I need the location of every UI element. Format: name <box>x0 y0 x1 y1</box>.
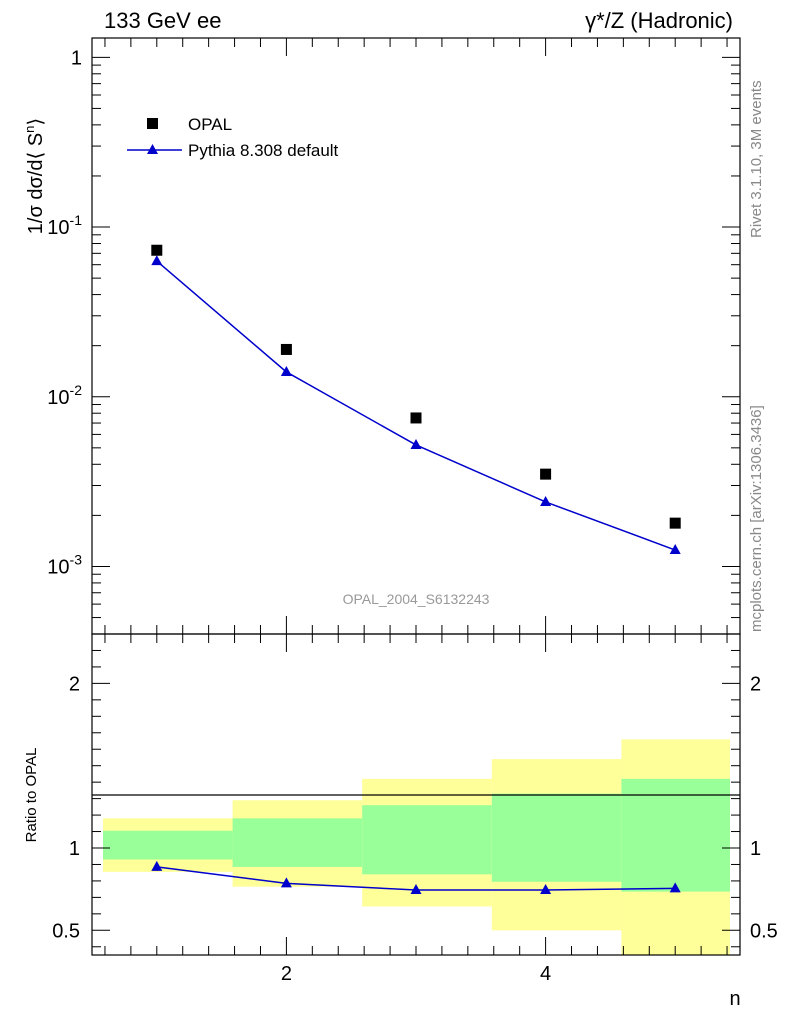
header-right: γ*/Z (Hadronic) <box>585 8 733 33</box>
opal-point <box>280 343 292 355</box>
legend-opal-marker <box>147 118 158 129</box>
pythia-point <box>410 438 422 449</box>
opal-point <box>540 468 552 480</box>
main-y-axis-label: 1/σ dσ/d⟨ Sn⟩ <box>22 118 47 234</box>
ratio-y-tick-labels: 0.5 0.5 1 1 2 2 <box>52 673 778 942</box>
x-tick-label: 4 <box>540 963 551 985</box>
header-left: 133 GeV ee <box>104 8 221 33</box>
ratio-pythia-point <box>280 877 292 888</box>
ratio-y-tick-label-right: 0.5 <box>750 920 778 942</box>
legend-pythia-label: Pythia 8.308 default <box>188 141 339 160</box>
opal-point <box>669 517 681 529</box>
pythia-point <box>151 255 163 266</box>
legend-pythia-marker <box>147 144 158 154</box>
green-band <box>232 818 363 867</box>
main-panel: OPAL_2004_S6132243 1 10-1 10-2 10-3 1/σ dσ/… <box>22 37 741 635</box>
ratio-y-tick-label-left: 0.5 <box>52 920 80 942</box>
pythia-point <box>540 495 552 506</box>
ratio-bands <box>103 739 730 955</box>
main-y-tick-label: 10-1 <box>47 212 82 239</box>
pythia-line <box>156 260 676 551</box>
pythia-point <box>669 544 681 555</box>
main-y-tick-label: 10-3 <box>47 551 82 578</box>
mcplots-label: mcplots.cern.ch [arXiv:1306.3436] <box>748 405 765 632</box>
opal-point <box>151 244 163 256</box>
main-axis-ticks <box>92 38 740 635</box>
watermark: OPAL_2004_S6132243 <box>343 591 490 607</box>
rivet-label: Rivet 3.1.10, 3M events <box>748 80 765 238</box>
ratio-y-tick-label-left: 1 <box>69 838 80 860</box>
main-y-tick-labels: 1 10-1 10-2 10-3 <box>47 47 82 578</box>
opal-point <box>410 412 422 424</box>
green-band <box>491 793 622 882</box>
main-series <box>151 244 681 555</box>
x-axis-label: n <box>729 988 740 1010</box>
main-y-tick-label: 1 <box>71 47 82 69</box>
ratio-pythia-point <box>540 883 552 894</box>
ratio-y-tick-label-left: 2 <box>69 673 80 695</box>
x-tick-label: 2 <box>281 963 292 985</box>
ratio-y-axis-label: Ratio to OPAL <box>23 748 40 843</box>
ratio-series <box>151 860 681 894</box>
pythia-point <box>280 365 292 376</box>
ratio-frame <box>91 633 741 956</box>
legend: OPAL Pythia 8.308 default <box>127 115 339 160</box>
ratio-axis-ticks <box>92 634 740 955</box>
green-band <box>103 830 233 860</box>
ratio-pythia-point <box>669 882 681 893</box>
green-band <box>362 805 492 875</box>
legend-opal-label: OPAL <box>188 115 232 134</box>
ratio-y-tick-label-right: 2 <box>750 673 761 695</box>
ratio-pythia-point <box>151 860 163 871</box>
main-y-tick-label: 10-2 <box>47 382 82 409</box>
ratio-y-tick-label-right: 1 <box>750 838 761 860</box>
ratio-pythia-point <box>410 883 422 894</box>
green-band <box>621 778 730 892</box>
